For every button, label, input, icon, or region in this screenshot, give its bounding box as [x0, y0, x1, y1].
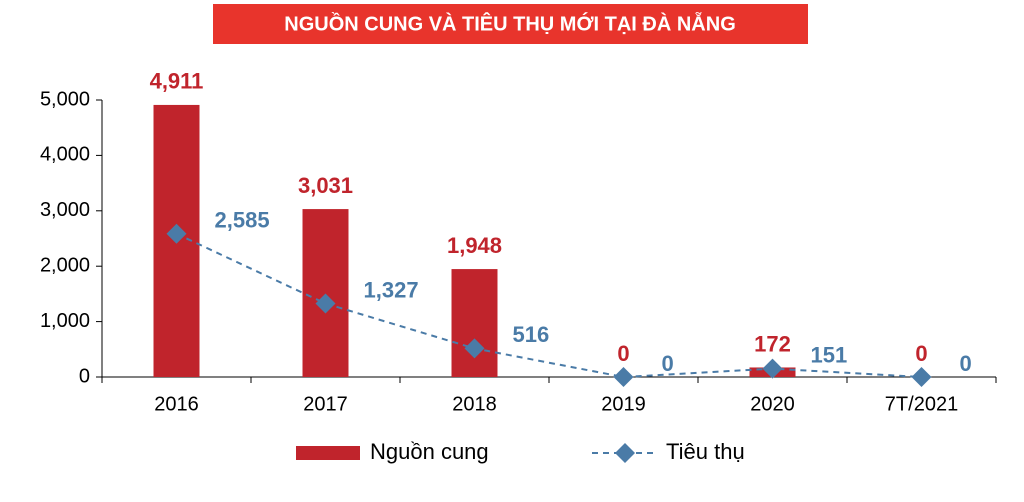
x-tick-label: 2018	[452, 393, 497, 415]
title-box	[213, 4, 808, 44]
chart-title: NGUỒN CUNG VÀ TIÊU THỤ MỚI TẠI ĐÀ NẴNG	[284, 11, 736, 35]
line-marker	[613, 367, 634, 387]
legend-swatch	[296, 446, 360, 460]
x-tick-label: 2019	[601, 393, 646, 415]
y-tick-label: 2,000	[40, 254, 90, 276]
legend-label: Tiêu thụ	[666, 439, 745, 464]
bar	[302, 209, 349, 377]
line-marker	[464, 338, 485, 359]
x-tick-label: 2020	[750, 393, 795, 415]
line-value-label: 0	[960, 351, 972, 376]
y-tick-label: 4,000	[40, 144, 90, 166]
bar	[451, 269, 498, 377]
bar-value-label: 1,948	[447, 233, 502, 258]
line-marker	[166, 223, 187, 244]
x-tick-label: 2016	[154, 393, 199, 415]
legend-label: Nguồn cung	[370, 439, 489, 464]
y-tick-label: 1,000	[40, 310, 90, 332]
line-value-label: 516	[513, 322, 550, 347]
line-marker	[762, 358, 783, 379]
y-tick-label: 3,000	[40, 199, 90, 221]
x-tick-label: 2017	[303, 393, 348, 415]
line	[176, 232, 922, 379]
y-tick-label: 5,000	[40, 88, 90, 110]
line-marker	[315, 293, 336, 314]
line-value-label: 151	[811, 342, 848, 367]
bar-value-label: 0	[617, 341, 629, 366]
line-value-label: 1,327	[364, 277, 419, 302]
bar-value-label: 4,911	[150, 69, 204, 94]
bar-value-label: 172	[754, 331, 791, 356]
line-marker	[911, 367, 932, 387]
bar-value-label: 0	[915, 341, 927, 366]
line-value-label: 0	[662, 351, 674, 376]
y-tick-label: 0	[79, 365, 90, 387]
bar-value-label: 3,031	[298, 173, 353, 198]
x-tick-label: 7T/2021	[885, 393, 958, 415]
legend-marker	[615, 443, 635, 463]
line-value-label: 2,585	[215, 208, 270, 233]
